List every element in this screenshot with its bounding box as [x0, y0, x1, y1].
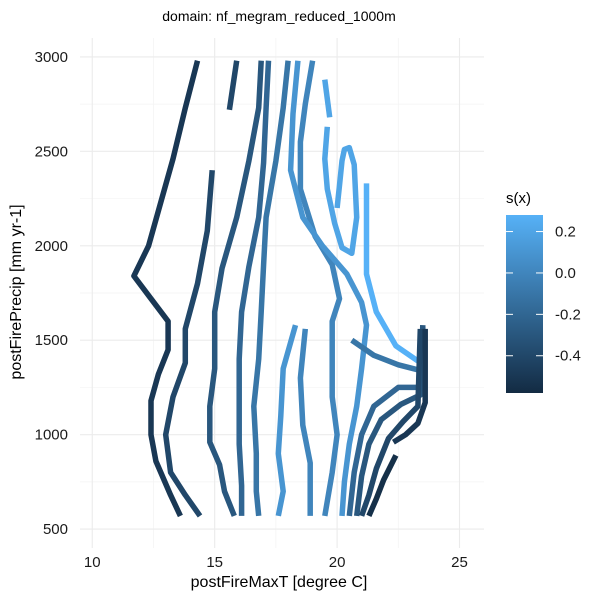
x-axis: 10 15 20 25: [84, 554, 468, 571]
contour-line: [226, 60, 240, 111]
contour-line: [322, 79, 333, 118]
y-tick-label: 2500: [35, 143, 68, 160]
contour-line: [363, 183, 420, 364]
legend-tick-label: -0.4: [555, 348, 581, 365]
contour-lines: [131, 60, 428, 518]
x-tick-label: 15: [206, 554, 223, 571]
contour-line: [162, 169, 215, 518]
y-tick-label: 2000: [35, 238, 68, 255]
contour-line: [207, 60, 264, 517]
contour-line: [287, 60, 370, 517]
legend-tick-label: 0.2: [555, 224, 576, 241]
y-axis: 500 1000 1500 2000 2500 3000: [35, 49, 68, 538]
contour-line: [359, 328, 424, 517]
contour-line: [366, 454, 399, 517]
contour-line: [236, 60, 272, 516]
contour-line: [275, 324, 299, 517]
contour-line: [297, 60, 343, 517]
legend: s(x) 0.2 0.0 -0.2 -0.4: [506, 190, 581, 393]
contour-line: [297, 328, 313, 516]
contour-line: [251, 60, 291, 517]
contour-line: [322, 126, 360, 257]
contour-line: [350, 337, 421, 374]
y-tick-label: 1000: [35, 427, 68, 444]
chart-title: domain: nf_megram_reduced_1000m: [162, 8, 395, 24]
contour-line: [131, 60, 201, 518]
y-tick-label: 500: [43, 521, 68, 538]
legend-tick-label: -0.2: [555, 306, 581, 323]
x-tick-label: 25: [451, 554, 468, 571]
legend-tick-label: 0.0: [555, 265, 576, 282]
y-tick-label: 3000: [35, 49, 68, 66]
contour-line: [391, 328, 428, 445]
y-tick-label: 1500: [35, 332, 68, 349]
colorbar: [506, 215, 543, 393]
x-tick-label: 10: [84, 554, 101, 571]
x-axis-label: postFireMaxT [degree C]: [191, 574, 368, 591]
x-tick-label: 20: [329, 554, 346, 571]
legend-title: s(x): [506, 190, 531, 207]
y-axis-label: postFirePrecip [mm yr-1]: [8, 204, 25, 379]
